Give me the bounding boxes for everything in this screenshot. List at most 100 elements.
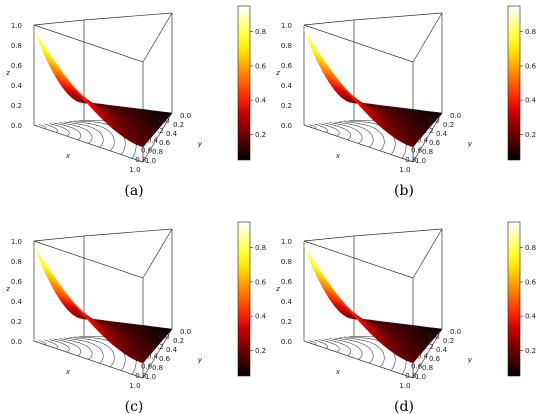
surface-facet (33, 29, 43, 46)
colorbar (507, 221, 521, 377)
box-edge (303, 240, 414, 279)
z-tick-label: 0.6 (11, 278, 23, 286)
z-tick-label: 1.0 (11, 22, 22, 30)
y-axis-label: y (197, 356, 203, 364)
x-tick-label: 0.0 (428, 333, 439, 341)
panel-b: 0.00.20.40.60.81.0z1.00.80.60.40.20.0x0.… (275, 5, 537, 199)
contour-line (308, 340, 317, 345)
x-tick-label: 0.4 (147, 353, 159, 361)
x-tick-label: 0.4 (147, 137, 159, 145)
colorbar-tick-label: 0.6 (525, 278, 537, 286)
z-axis-label: z (275, 69, 280, 77)
z-tick-label: 1.0 (281, 22, 292, 30)
contour-line (68, 121, 115, 152)
x-tick-label: 1.0 (129, 166, 140, 174)
box-edge (142, 112, 173, 163)
z-tick-label: 0.6 (281, 278, 293, 286)
z-tick-label: 0.8 (281, 258, 292, 266)
contour-line (58, 122, 93, 144)
colorbar (237, 5, 251, 161)
z-tick-label: 0.0 (281, 338, 292, 346)
contour-line (328, 338, 363, 360)
y-tick-label: 0.4 (166, 130, 178, 138)
contour-line (333, 337, 374, 364)
y-tick-label: 0.0 (450, 328, 461, 336)
box-edge (33, 19, 85, 26)
x-tick-label: 1.0 (399, 382, 410, 390)
contour-line (333, 121, 374, 148)
y-tick-label: 0.8 (422, 148, 433, 156)
contour-line (68, 337, 115, 368)
z-tick-label: 0.2 (281, 318, 292, 326)
x-tick-label: 0.8 (135, 156, 146, 164)
x-tick-label: 0.4 (417, 137, 429, 145)
y-tick-label: 1.0 (415, 157, 426, 165)
contour-line (318, 123, 340, 137)
contour-line (38, 340, 47, 345)
contour-line (48, 339, 70, 353)
box-edge (412, 112, 443, 163)
colorbar-tick-label: 0.2 (255, 131, 266, 139)
x-axis-label: x (335, 368, 341, 376)
box-edge (353, 228, 443, 237)
x-tick-label: 0.8 (405, 372, 416, 380)
surface-facet (136, 358, 145, 364)
y-axis-label: y (197, 140, 203, 148)
x-tick-label: 0.6 (141, 146, 153, 154)
contour-line (53, 338, 82, 357)
box-edge (142, 228, 173, 279)
box-edge (142, 328, 173, 379)
colorbar-tick-label: 0.2 (255, 347, 266, 355)
panel-c: 0.00.20.40.60.81.0z1.00.80.60.40.20.0x0.… (5, 221, 267, 414)
x-axis-label: x (65, 368, 71, 376)
contour-line (63, 337, 104, 364)
y-tick-label: 0.8 (152, 364, 163, 372)
x-tick-label: 0.6 (411, 362, 423, 370)
z-tick-label: 0.4 (281, 298, 293, 306)
surface (33, 245, 173, 364)
colorbar-tick-label: 0.4 (255, 97, 267, 105)
contour-line (323, 122, 352, 141)
y-tick-label: 1.0 (145, 373, 156, 381)
box-edge (33, 240, 144, 279)
y-axis-label: y (467, 140, 473, 148)
z-tick-label: 0.8 (281, 42, 292, 50)
x-tick-label: 0.6 (141, 362, 153, 370)
z-tick-label: 0.4 (11, 82, 23, 90)
z-tick-label: 0.2 (11, 102, 22, 110)
bounding-box (303, 228, 443, 379)
colorbar-tick-label: 0.2 (525, 131, 536, 139)
panel-a: 0.00.20.40.60.81.0z1.00.80.60.40.20.0x0.… (5, 5, 267, 199)
surface-facet (406, 142, 415, 148)
contour-line (338, 337, 385, 368)
surface (303, 245, 443, 364)
colorbar-tick-label: 0.6 (255, 62, 267, 70)
y-tick-label: 0.4 (166, 346, 178, 354)
z-tick-label: 0.6 (281, 62, 293, 70)
box-edge (303, 19, 355, 26)
y-tick-label: 0.2 (173, 337, 184, 345)
z-tick-label: 0.0 (11, 338, 22, 346)
colorbar-tick-label: 0.4 (525, 313, 537, 321)
x-tick-label: 1.0 (399, 166, 410, 174)
colorbar (237, 221, 251, 377)
y-tick-label: 0.6 (159, 355, 171, 363)
x-tick-label: 0.2 (423, 343, 434, 351)
x-tick-label: 0.8 (135, 372, 146, 380)
y-tick-label: 0.6 (429, 139, 441, 147)
box-edge (83, 228, 173, 237)
x-tick-label: 0.2 (423, 127, 434, 135)
panel-caption: (c) (125, 399, 144, 414)
contour-line (328, 122, 363, 144)
surface-facet (303, 29, 313, 46)
z-axis-label: z (275, 285, 280, 293)
x-axis-label: x (335, 152, 341, 160)
contour-line (308, 124, 317, 129)
contour-line (318, 339, 340, 353)
colorbar-tick-label: 0.8 (525, 28, 536, 36)
z-tick-label: 1.0 (11, 238, 22, 246)
z-axis-label: z (5, 285, 10, 293)
z-tick-label: 0.0 (11, 122, 22, 130)
z-tick-label: 0.0 (281, 122, 292, 130)
z-tick-label: 0.8 (11, 258, 22, 266)
